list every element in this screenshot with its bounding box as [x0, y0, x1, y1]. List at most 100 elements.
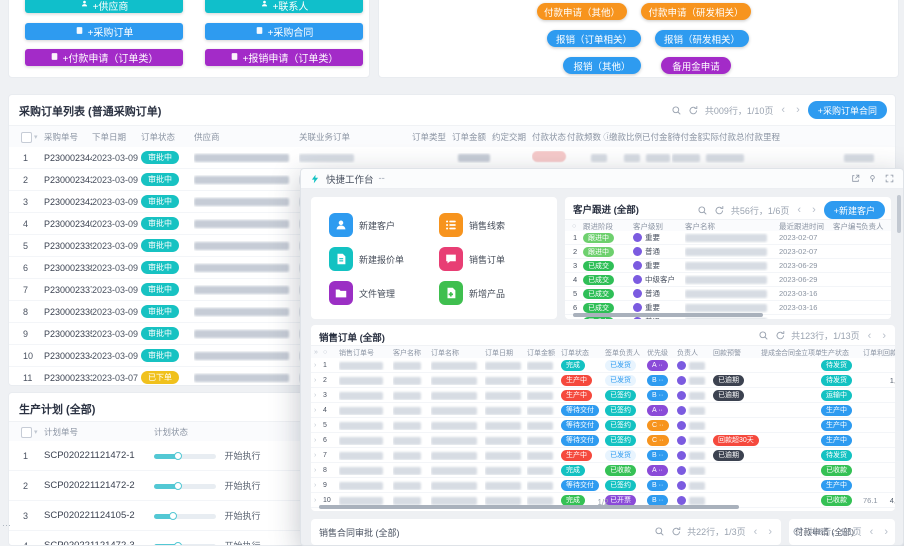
share-icon[interactable]	[849, 173, 861, 185]
priority-badge: C ··	[647, 435, 669, 446]
row-index: 9	[323, 481, 327, 489]
followup-table-row[interactable]: 4 已成交 中级客户 2023-06-29	[565, 273, 891, 287]
checkbox-cell: ○	[572, 222, 577, 230]
quick-create-button[interactable]: +采购订单	[25, 23, 183, 40]
quick-create-button[interactable]: +供应商	[25, 0, 183, 13]
followup-add-button[interactable]: +新建客户	[823, 201, 885, 219]
workbench-vscrollbar[interactable]	[897, 195, 901, 233]
progress-knob[interactable]	[173, 482, 182, 491]
quick-apply-pill[interactable]: 付款申请（研发相关）	[641, 3, 751, 20]
order-status-cell: 生产中	[561, 374, 605, 386]
expand-row-icon[interactable]: ›	[314, 406, 317, 414]
chevron-left-icon[interactable]: ‹	[867, 329, 872, 342]
followup-hscrollbar[interactable]	[573, 313, 763, 317]
chevron-right-icon[interactable]: ›	[884, 525, 888, 538]
blurred-text-placeholder	[685, 276, 767, 285]
status-badge: 已签约	[605, 479, 636, 491]
expand-row-icon[interactable]: ›	[314, 481, 317, 489]
expand-icon[interactable]	[883, 173, 895, 185]
chevron-left-icon[interactable]: ‹	[753, 525, 758, 538]
search-icon[interactable]	[671, 104, 683, 116]
progress-knob[interactable]	[168, 512, 177, 521]
quick-apply-pill[interactable]: 报销（其他）	[563, 57, 641, 74]
quick-apply-pill[interactable]: 报销（研发相关）	[655, 30, 749, 47]
quick-create-button-label: +付款申请（订单类）	[62, 54, 159, 65]
search-icon[interactable]	[653, 526, 665, 538]
followup-table-row[interactable]: 5 已成交 普通 2023-03-16	[565, 287, 891, 301]
refresh-icon[interactable]	[774, 330, 786, 342]
status-badge: 已下单	[141, 371, 179, 384]
chevron-left-icon[interactable]: ‹	[781, 104, 786, 116]
user-icon	[329, 213, 353, 237]
search-icon[interactable]	[697, 204, 709, 216]
chevron-right-icon[interactable]: ›	[768, 525, 772, 538]
shortcut-doc[interactable]: 新建报价单	[329, 247, 404, 271]
chevron-left-icon[interactable]: ‹	[797, 204, 802, 216]
refresh-icon[interactable]	[791, 526, 803, 538]
progress-knob[interactable]	[173, 452, 182, 461]
checkbox[interactable]	[21, 426, 32, 438]
status-badge: 已逾期	[713, 389, 744, 401]
quick-apply-pill[interactable]: 报销（订单相关）	[547, 30, 641, 47]
quick-create-button[interactable]: +采购合同	[205, 23, 363, 40]
blurred-text-placeholder	[527, 376, 553, 385]
workbench-titlebar[interactable]: 快捷工作台 --	[301, 169, 903, 189]
shortcut-label: 销售线索	[469, 220, 506, 231]
expand-row-icon[interactable]: ›	[314, 496, 317, 504]
refresh-icon[interactable]	[670, 526, 682, 538]
checkbox-cell: ▾	[9, 426, 44, 438]
followup-table-row[interactable]: 3 已成交 重要 2023-06-29	[565, 259, 891, 273]
shortcut-list[interactable]: 销售线索	[439, 213, 505, 237]
followup-table-row[interactable]: 2 跟进中 普通 2023-02-07	[565, 245, 891, 259]
expand-row-icon[interactable]: ›	[314, 421, 317, 429]
refresh-icon[interactable]	[688, 104, 700, 116]
priority-cell: A ··	[647, 464, 677, 476]
purchase-table-row[interactable]: 1 P230002344 2023-03-09 审批中	[9, 147, 895, 169]
pin-icon[interactable]	[866, 173, 878, 185]
blurred-cell	[393, 435, 431, 445]
production-status-cell: 已收款	[821, 494, 863, 506]
shortcut-chat[interactable]: 销售订单	[439, 247, 505, 271]
expand-row-icon[interactable]: ›	[314, 451, 317, 459]
expand-row-icon[interactable]: ›	[314, 436, 317, 444]
shortcut-folder[interactable]: 文件管理	[329, 281, 395, 305]
expand-row-icon[interactable]: ›	[314, 391, 317, 399]
purchase-add-button[interactable]: +采购订单合同	[807, 101, 887, 119]
amount-cell	[642, 153, 672, 163]
expand-all-icon[interactable]: »	[314, 349, 318, 356]
followup-table-row[interactable]: 1 跟进中 重要 2023-02-07	[565, 231, 891, 245]
chevron-right-icon[interactable]: ›	[796, 104, 800, 116]
checkbox[interactable]	[21, 131, 32, 143]
quick-apply-pill[interactable]: 付款申请（其他）	[537, 3, 627, 20]
progress-knob[interactable]	[173, 542, 182, 545]
sales-order-row[interactable]: › 7 生产中 已发货 B ·· 已逾期 待发货 600.00	[311, 448, 895, 463]
orders-hscrollbar[interactable]	[319, 505, 739, 509]
blurred-text-placeholder	[689, 466, 705, 475]
search-icon[interactable]	[757, 330, 769, 342]
sales-order-row[interactable]: › 8 完成 已收款 A ·· 已收款 0.00	[311, 463, 895, 478]
chevron-left-icon[interactable]: ‹	[869, 525, 874, 538]
sales-order-row[interactable]: › 2 生产中 已发货 B ·· 已逾期 待发货 1,750.00	[311, 373, 895, 388]
chevron-right-icon[interactable]: ›	[882, 329, 886, 342]
shortcut-user[interactable]: 新建客户	[329, 213, 395, 237]
expand-row-icon[interactable]: ›	[314, 376, 317, 384]
shortcut-fileplus[interactable]: 新增产品	[439, 281, 505, 305]
followup-table-row[interactable]: 7已成交 普通 2023-03-18	[565, 315, 891, 319]
orders-title: 销售订单 (全部)	[319, 333, 385, 344]
quick-create-button[interactable]: +联系人	[205, 0, 363, 13]
chevron-right-icon[interactable]: ›	[812, 204, 816, 216]
plan-status-cell: 开始执行	[154, 509, 304, 522]
sales-order-row[interactable]: › 1 完成 已发货 A ·· 待发货 0.00	[311, 358, 895, 373]
expand-row-icon[interactable]: ›	[314, 361, 317, 369]
sales-order-row[interactable]: › 3 生产中 已签约 B ·· 已逾期 运输中 150.00	[311, 388, 895, 403]
blurred-text-placeholder	[393, 496, 421, 505]
quick-create-button[interactable]: +报销申请（订单类）	[205, 49, 363, 66]
quick-create-button[interactable]: +付款申请（订单类）	[25, 49, 183, 66]
refresh-icon[interactable]	[714, 204, 726, 216]
quick-apply-pill[interactable]: 备用金申请	[661, 57, 731, 74]
expand-row-icon[interactable]: ›	[314, 466, 317, 474]
